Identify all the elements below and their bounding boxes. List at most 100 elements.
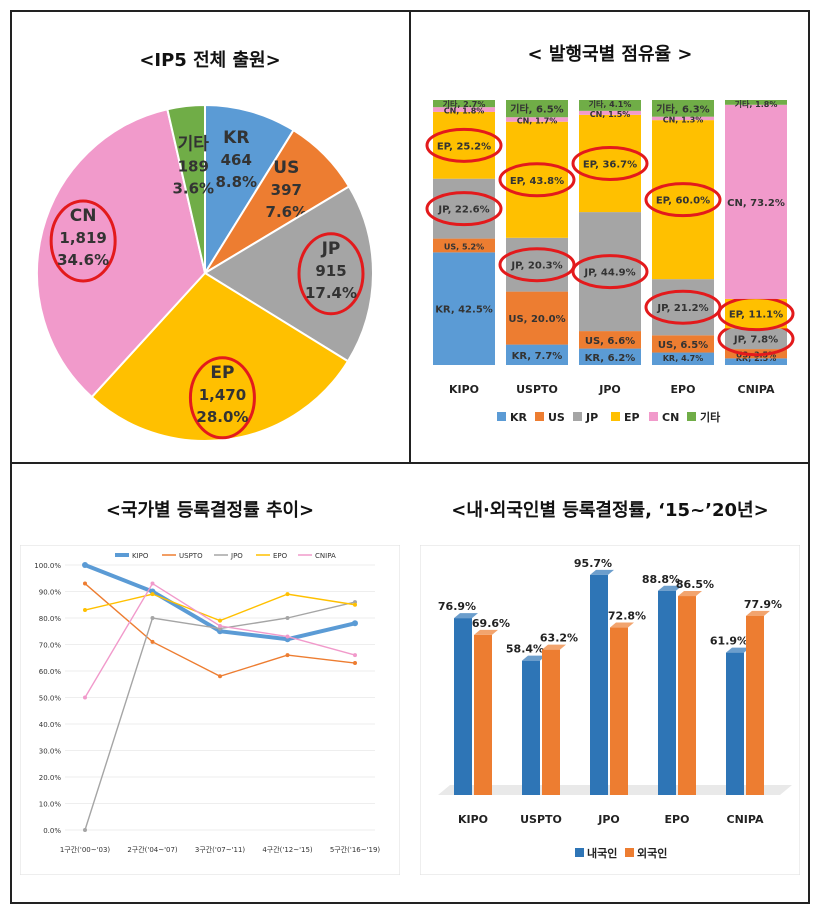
share-legend-label-기타: 기타	[700, 410, 721, 424]
share-label-EPO-US: US, 6.5%	[658, 340, 708, 351]
line-legend-label-CNIPA: CNIPA	[315, 552, 336, 560]
share-label-CNIPA-JP: JP, 7.8%	[733, 335, 778, 346]
share-label-EPO-EP: EP, 60.0%	[656, 196, 710, 207]
highlight-circle-KIPO-EP	[425, 127, 503, 163]
share-legend-label-EP: EP	[624, 411, 640, 424]
share-segment-KIPO-EP	[433, 111, 495, 179]
share-label-USPTO-기타: 기타, 6.5%	[510, 103, 563, 116]
share-segment-EPO-기타	[652, 100, 714, 117]
share-label-USPTO-US: US, 20.0%	[508, 314, 565, 325]
bar-data-label-EPO-외국인: 86.5%	[676, 578, 714, 591]
share-chart: KR, 42.5% US, 5.2% JP, 22.6% EP, 25.2% CN, 1…	[425, 99, 795, 424]
share-category-KIPO: KIPO	[449, 383, 479, 396]
share-segment-JPO-KR	[579, 348, 641, 365]
share-legend-swatch-CN	[649, 412, 658, 421]
share-legend-label-US: US	[548, 411, 565, 424]
pie-label-CN: 1,819	[59, 229, 106, 247]
share-segment-KIPO-KR	[433, 252, 495, 365]
line-point-JPO	[285, 616, 290, 620]
bar-top-JPO-내국인	[590, 569, 614, 575]
line-ytick-label: 40.0%	[39, 721, 62, 729]
pie-slice-CN	[36, 108, 207, 399]
line-point-USPTO	[83, 581, 87, 586]
share-segment-JPO-EP	[579, 114, 641, 213]
pie-label-KR: KR	[223, 128, 249, 148]
bar-category-CNIPA: CNIPA	[727, 813, 764, 826]
line-point-KIPO	[352, 620, 358, 627]
share-label-KIPO-기타: 기타, 2.7%	[443, 99, 486, 109]
line-point-CNIPA	[218, 623, 222, 628]
share-label-USPTO-JP: JP, 20.3%	[510, 261, 562, 272]
line-point-EPO	[285, 592, 290, 597]
share-category-EPO: EPO	[671, 383, 696, 396]
bar-CNIPA-내국인	[726, 652, 744, 795]
share-label-USPTO-EP: EP, 43.8%	[510, 176, 564, 187]
bar-top-KIPO-내국인	[454, 613, 478, 619]
bar-data-label-JPO-외국인: 72.8%	[608, 610, 646, 623]
pie-label-기타: 3.6%	[172, 180, 214, 198]
bar-KIPO-외국인	[474, 634, 492, 795]
share-segment-EPO-KR	[652, 352, 714, 365]
line-point-CNIPA	[83, 695, 87, 700]
bar-data-label-USPTO-외국인: 63.2%	[540, 632, 578, 645]
pie-chart: KR 464 8.8% US 397 7.6% JP 915 17.4% EP 1,470 28.0%…	[36, 103, 374, 442]
bar-EPO-외국인	[678, 596, 696, 795]
share-label-EPO-KR: KR, 4.7%	[663, 354, 704, 363]
share-segment-USPTO-CN	[506, 117, 568, 122]
pie-label-US: 7.6%	[266, 203, 308, 221]
bar-data-label-USPTO-내국인: 58.4%	[506, 643, 544, 656]
line-point-EPO	[218, 618, 222, 623]
share-segment-EPO-EP	[652, 120, 714, 280]
share-label-KIPO-CN: CN, 1.8%	[444, 107, 485, 116]
line-ytick-label: 0.0%	[43, 827, 61, 835]
bar-top-JPO-외국인	[610, 622, 634, 628]
bar-data-label-JPO-내국인: 95.7%	[574, 557, 612, 570]
highlight-circle-EPO-EP	[644, 182, 722, 218]
bar-top-CNIPA-내국인	[726, 647, 750, 653]
line-ytick-label: 100.0%	[34, 562, 61, 570]
highlight-circle-JPO-JP	[571, 254, 649, 290]
line-point-CNIPA	[150, 581, 155, 586]
pie-label-JP: 17.4%	[305, 284, 357, 302]
share-legend-swatch-JP	[573, 412, 582, 421]
line-xtick-label: 4구간('12~'15)	[262, 845, 313, 854]
bar-data-label-KIPO-내국인: 76.9%	[438, 600, 476, 613]
line-point-EPO	[83, 608, 87, 613]
share-segment-EPO-JP	[652, 279, 714, 336]
bar-legend-swatch-내국인	[575, 848, 584, 857]
share-label-USPTO-KR: KR, 7.7%	[512, 351, 563, 362]
line-point-USPTO	[218, 674, 222, 679]
line-chart: 0.0% 10.0% 20.0% 30.0% 40.0% 50.0% 60.0% 70.0% 8…	[20, 545, 400, 875]
share-segment-USPTO-EP	[506, 121, 568, 238]
share-label-EPO-JP: JP, 21.2%	[656, 303, 708, 314]
bar-legend-label-내국인: 내국인	[587, 846, 617, 860]
share-segment-KIPO-JP	[433, 178, 495, 239]
share-category-CNIPA: CNIPA	[738, 383, 775, 396]
line-xtick-label: 3구간('07~'11)	[195, 845, 246, 854]
highlight-circle-USPTO-EP	[498, 162, 576, 198]
bar-legend-swatch-외국인	[625, 848, 634, 857]
share-segment-USPTO-US	[506, 291, 568, 345]
share-label-EPO-CN: CN, 1.3%	[663, 115, 704, 124]
share-category-USPTO: USPTO	[516, 383, 558, 396]
line-xtick-label: 1구간('00~'03)	[60, 845, 111, 854]
share-legend-label-CN: CN	[662, 411, 679, 424]
share-segment-CNIPA-CN	[725, 104, 787, 299]
bar-data-label-CNIPA-외국인: 77.9%	[744, 598, 782, 611]
line-ytick-label: 60.0%	[39, 668, 62, 676]
line-ytick-label: 90.0%	[39, 589, 62, 597]
line-xtick-label: 5구간('16~'19)	[330, 845, 381, 854]
line-point-JPO	[150, 616, 155, 620]
share-segment-CNIPA-JP	[725, 328, 787, 350]
line-ytick-label: 80.0%	[39, 615, 62, 623]
share-segment-CNIPA-EP	[725, 298, 787, 329]
highlight-circle-JP	[297, 232, 365, 316]
bar-data-label-EPO-내국인: 88.8%	[642, 573, 680, 586]
pie-label-KR: 8.8%	[215, 173, 257, 191]
share-label-JPO-EP: EP, 36.7%	[583, 159, 637, 170]
horizontal-divider	[10, 462, 810, 464]
line-ytick-label: 70.0%	[39, 642, 62, 650]
vertical-divider	[409, 10, 411, 464]
bar-USPTO-외국인	[542, 649, 560, 795]
share-label-KIPO-US: US, 5.2%	[444, 242, 484, 251]
